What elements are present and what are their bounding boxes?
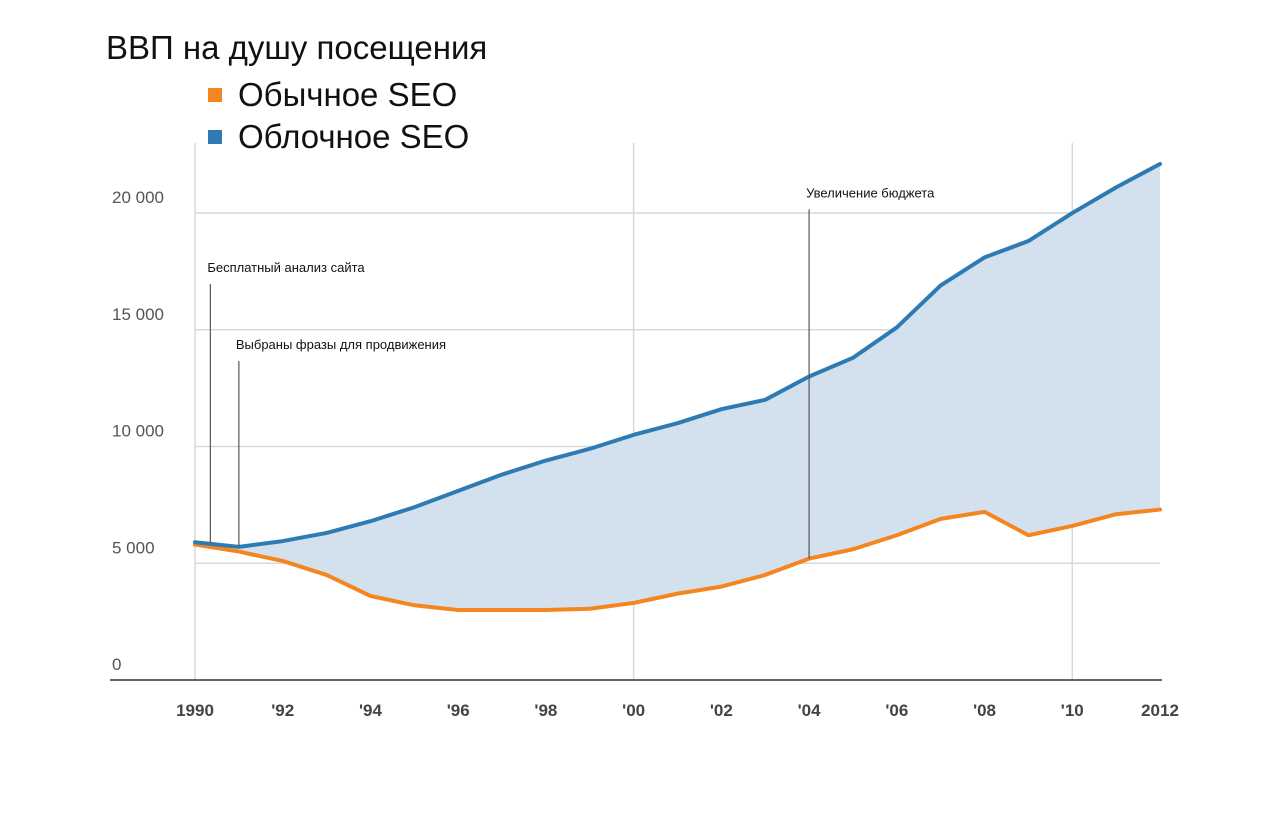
y-tick-label: 0	[112, 655, 121, 674]
area-between-series	[195, 164, 1160, 610]
series-line-cloud-seo	[193, 162, 1162, 549]
annotation-label: Увеличение бюджета	[806, 185, 935, 200]
legend-item-cloud-seo: Облочное SEO	[208, 116, 469, 158]
legend-swatch-regular-seo	[208, 88, 222, 102]
series-line-regular-seo	[193, 507, 1162, 612]
annotation-label: Бесплатный анализ сайта	[207, 260, 365, 275]
x-tick-label: '98	[534, 701, 557, 720]
axes: 0 5 000 10 000 15 000 20 000 1990 '92 '94 '96 '98…	[110, 188, 1179, 720]
y-tick-label: 15 000	[112, 305, 164, 324]
x-tick-label: '06	[885, 701, 908, 720]
series-lines	[193, 162, 1162, 612]
legend-label-regular-seo: Обычное SEO	[238, 76, 458, 113]
annotation-label: Выбраны фразы для продвижения	[236, 337, 446, 352]
legend-label-cloud-seo: Облочное SEO	[238, 118, 470, 155]
x-tick-label: 2012	[1141, 701, 1179, 720]
legend: Обычное SEO Облочное SEO	[208, 74, 469, 158]
legend-item-regular-seo: Обычное SEO	[208, 74, 469, 116]
legend-swatch-cloud-seo	[208, 130, 222, 144]
x-tick-label: '94	[359, 701, 382, 720]
y-tick-label: 20 000	[112, 188, 164, 207]
x-tick-label: '08	[973, 701, 996, 720]
x-tick-label: '02	[710, 701, 733, 720]
y-tick-label: 10 000	[112, 422, 164, 441]
x-tick-label: '10	[1061, 701, 1084, 720]
area-fill	[195, 164, 1160, 610]
annotations: Бесплатный анализ сайта Выбраны фразы для…	[207, 185, 935, 559]
y-tick-label: 5 000	[112, 538, 155, 557]
x-tick-label: '92	[271, 701, 294, 720]
x-tick-label: 1990	[176, 701, 214, 720]
x-tick-label: '96	[447, 701, 470, 720]
x-tick-label: '04	[798, 701, 821, 720]
chart-title: ВВП на душу посещения	[106, 29, 488, 66]
x-tick-label: '00	[622, 701, 645, 720]
